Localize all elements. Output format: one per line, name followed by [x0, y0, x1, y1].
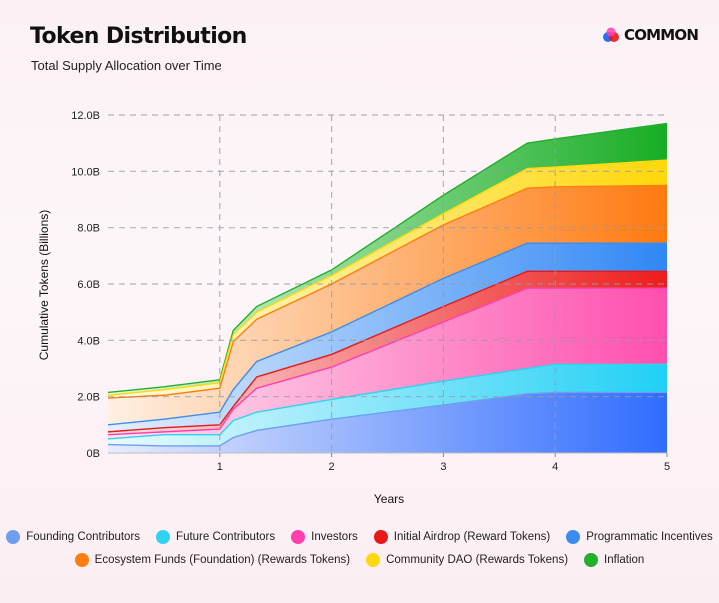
x-tick-label: 3: [440, 461, 446, 473]
legend-row: Ecosystem Funds (Foundation) (Rewards To…: [0, 553, 719, 567]
legend-swatch: [373, 530, 388, 544]
legend-item: Investors: [291, 530, 358, 544]
legend-label: Community DAO (Rewards Tokens): [386, 554, 569, 566]
line-airdrop: [107, 270, 667, 433]
y-tick-label: 2.0B: [77, 392, 100, 404]
line-founding: [107, 391, 667, 447]
legend-swatch: [156, 530, 171, 544]
chart-title: Token Distribution: [30, 24, 247, 49]
legend-item: Founding Contributors: [6, 530, 140, 544]
legend-swatch: [291, 530, 306, 544]
y-tick-label: 0B: [87, 448, 100, 460]
legend-swatch: [6, 530, 21, 544]
x-tick-label: 5: [664, 461, 670, 473]
y-axis-label: Cumulative Tokens (Billions): [37, 210, 51, 361]
legend-label: Founding Contributors: [26, 531, 141, 543]
legend-label: Ecosystem Funds (Foundation) (Rewards To…: [94, 554, 351, 566]
y-tick-label: 10.0B: [71, 166, 100, 178]
legend-label: Programmatic Incentives: [586, 531, 713, 543]
x-tick-label: 1: [217, 461, 223, 473]
x-tick-label: 2: [329, 461, 335, 473]
area-founding: [108, 392, 667, 453]
legend-item: Community DAO (Rewards Tokens): [366, 553, 568, 567]
chart-svg: 0B 2.0B 4.0B 6.0B 8.0B 10.0B 12.0B 1 2 3 4 5 Cumula…: [37, 110, 670, 506]
logo-icon: [603, 27, 619, 42]
line-investors: [107, 287, 667, 436]
legend-item: Initial Airdrop (Reward Tokens): [373, 530, 551, 544]
legend-item: Future Contributors: [156, 530, 275, 544]
legend-label: Inflation: [604, 554, 645, 566]
x-tick-label: 4: [552, 461, 558, 473]
legend-label: Future Contributors: [176, 531, 276, 543]
brand-logo: COMMON: [602, 26, 699, 44]
x-axis-label: Years: [374, 492, 404, 506]
legend-row: Founding Contributors Future Contributors…: [0, 530, 719, 544]
logo-text: COMMON: [624, 26, 699, 44]
legend-swatch: [584, 553, 599, 567]
line-community: [107, 159, 668, 396]
legend-item: Programmatic Incentives: [566, 530, 713, 544]
line-future: [107, 363, 667, 440]
y-tick-label: 12.0B: [71, 110, 100, 122]
line-inflation: [107, 122, 668, 394]
legend-label: Investors: [311, 531, 358, 543]
chart-legend: Founding Contributors Future Contributors…: [0, 530, 719, 576]
legend-item: Ecosystem Funds (Foundation) (Rewards To…: [74, 553, 351, 567]
line-ecosystem: [107, 184, 668, 399]
line-programmatic: [107, 242, 667, 426]
y-tick-label: 6.0B: [77, 279, 100, 291]
legend-item: Inflation: [584, 553, 644, 567]
legend-swatch: [74, 553, 89, 567]
y-tick-label: 4.0B: [77, 335, 100, 347]
legend-swatch: [566, 530, 581, 544]
legend-swatch: [366, 553, 381, 567]
chart-subtitle: Total Supply Allocation over Time: [31, 58, 222, 73]
legend-label: Initial Airdrop (Reward Tokens): [393, 531, 551, 543]
y-tick-label: 8.0B: [77, 223, 100, 235]
